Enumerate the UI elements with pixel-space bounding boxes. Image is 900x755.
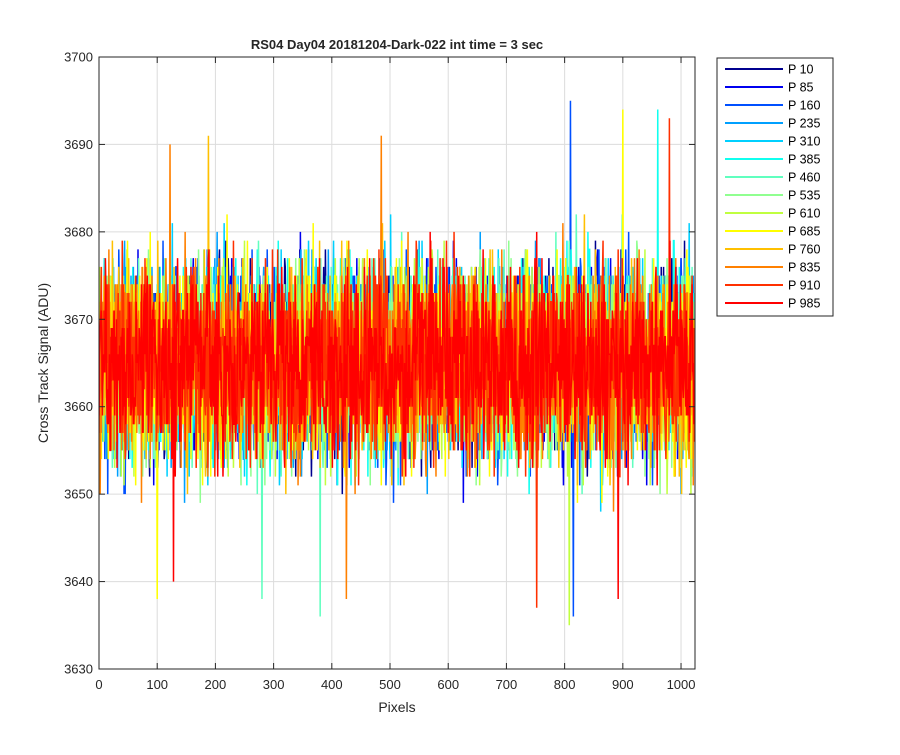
legend-label: P 985: [788, 297, 820, 311]
legend-item: P 235: [725, 117, 820, 131]
legend-item: P 85: [725, 81, 814, 95]
x-tick-label: 1000: [667, 677, 696, 692]
legend-item: P 535: [725, 189, 820, 203]
x-tick-label: 300: [263, 677, 285, 692]
y-axis-label: Cross Track Signal (ADU): [35, 283, 51, 443]
legend-item: P 610: [725, 207, 820, 221]
legend-label: P 910: [788, 279, 820, 293]
legend-label: P 10: [788, 63, 814, 77]
y-tick-label: 3680: [64, 224, 93, 239]
legend-label: P 835: [788, 261, 820, 275]
legend-item: P 685: [725, 225, 820, 239]
x-tick-label: 0: [95, 677, 102, 692]
axes-box: [98, 56, 696, 670]
legend-label: P 535: [788, 189, 820, 203]
legend-label: P 160: [788, 99, 820, 113]
y-tick-label: 3650: [64, 487, 93, 502]
series-layer: [99, 100, 695, 626]
y-tick-label: 3640: [64, 574, 93, 589]
series-line-p-985: [99, 231, 695, 600]
x-tick-label: 600: [437, 677, 459, 692]
legend-item: P 835: [725, 261, 820, 275]
legend-label: P 235: [788, 117, 820, 131]
legend-item: P 385: [725, 153, 820, 167]
legend-item: P 310: [725, 135, 820, 149]
x-axis-label: Pixels: [378, 699, 415, 715]
legend-label: P 385: [788, 153, 820, 167]
legend-item: P 460: [725, 171, 820, 185]
x-tick-label: 400: [321, 677, 343, 692]
y-tick-label: 3660: [64, 399, 93, 414]
x-tick-label: 900: [612, 677, 634, 692]
x-tick-label: 800: [554, 677, 576, 692]
x-tick-label: 200: [205, 677, 227, 692]
legend-item: P 160: [725, 99, 820, 113]
x-tick-label: 100: [146, 677, 168, 692]
y-tick-label: 3700: [64, 50, 93, 65]
x-tick-label: 700: [496, 677, 518, 692]
legend: P 10 P 85 P 160 P 235 P 310 P 385 P 460 P 535 P …: [716, 57, 834, 317]
legend-label: P 610: [788, 207, 820, 221]
legend-label: P 760: [788, 243, 820, 257]
legend-box: [716, 57, 834, 317]
legend-item: P 985: [725, 297, 820, 311]
legend-item: P 760: [725, 243, 820, 257]
chart-title: RS04 Day04 20181204-Dark-022 int time = …: [251, 37, 543, 52]
plot-area: 0 100 200 300 400 500 600 700 800 900 1000 3630 364…: [64, 50, 696, 692]
y-tick-label: 3690: [64, 137, 93, 152]
legend-label: P 685: [788, 225, 820, 239]
legend-label: P 310: [788, 135, 820, 149]
legend-item: P 10: [725, 63, 814, 77]
x-axis: 0 100 200 300 400 500 600 700 800 900 1000: [95, 57, 695, 692]
y-axis: 3630 3640 3650 3660 3670 3680 3690 3700: [64, 50, 695, 677]
legend-label: P 85: [788, 81, 814, 95]
legend-item: P 910: [725, 279, 820, 293]
x-tick-label: 500: [379, 677, 401, 692]
y-tick-label: 3630: [64, 662, 93, 677]
y-tick-label: 3670: [64, 312, 93, 327]
legend-label: P 460: [788, 171, 820, 185]
